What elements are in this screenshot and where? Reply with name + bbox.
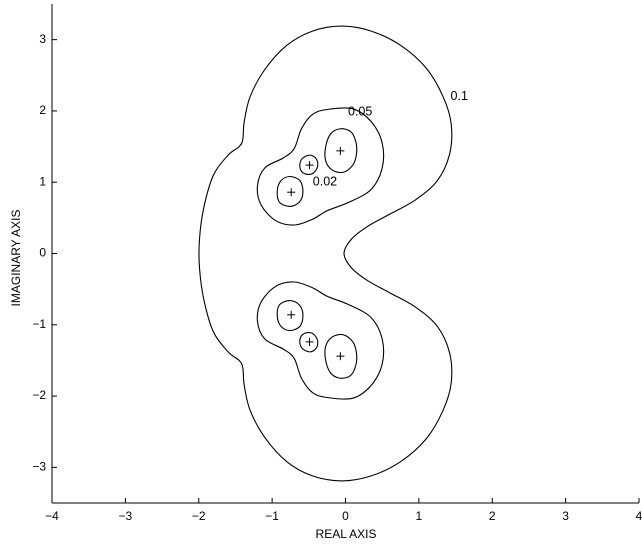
y-tick-label: 1 [39,174,46,188]
contour-line-0_1-0 [198,25,453,482]
pole-marker-0 [336,146,345,155]
x-tick-label: 0 [342,509,349,523]
x-axis-title: REAL AXIS [316,527,377,541]
x-tick-label: −4 [45,509,59,523]
contour-line-0_02-5 [276,175,304,207]
contours-layer [198,25,453,482]
contour-line-0_02-6 [324,333,358,379]
pole-marker-3 [336,352,345,361]
axes-layer [51,4,639,504]
x-tick-label: 2 [489,509,496,523]
y-tick-label: −3 [32,460,46,474]
x-tick-label: −2 [192,509,206,523]
pole-marker-5 [287,310,296,319]
x-tick-label: 3 [562,509,569,523]
pole-marker-2 [287,188,296,197]
y-tick-label: −1 [32,317,46,331]
y-tick-label: 0 [39,246,46,260]
pole-marker-1 [305,161,314,170]
y-tick-label: −2 [32,388,46,402]
contour-line-0_05-1 [256,107,385,226]
x-tick-label: 1 [416,509,423,523]
x-tick-label: −3 [119,509,133,523]
contour-level-label-0_02: 0.02 [313,175,337,189]
y-tick-label: 3 [39,32,46,46]
contour-level-label-0_1: 0.1 [451,89,468,103]
y-tick-label: 2 [39,103,46,117]
x-tick-label: 4 [636,509,642,523]
ticks-layer: −4 −3 −2 −1 0 1 2 3 4 −3 −2 −1 0 1 2 3 [32,32,642,523]
contour-line-0_02-3 [324,128,358,174]
contour-line-0_02-8 [276,300,304,332]
y-axis-title: IMAGINARY AXIS [9,210,23,307]
contour-line-0_02-4 [299,154,319,176]
pole-marker-4 [305,337,314,346]
contour-line-0_05-2 [256,281,385,400]
contour-line-0_02-7 [299,331,319,353]
x-tick-label: −1 [265,509,279,523]
contour-level-label-0_05: 0.05 [348,105,372,119]
contour-labels-layer: 0.1 0.05 0.02 [313,89,468,189]
markers-layer [287,146,345,361]
